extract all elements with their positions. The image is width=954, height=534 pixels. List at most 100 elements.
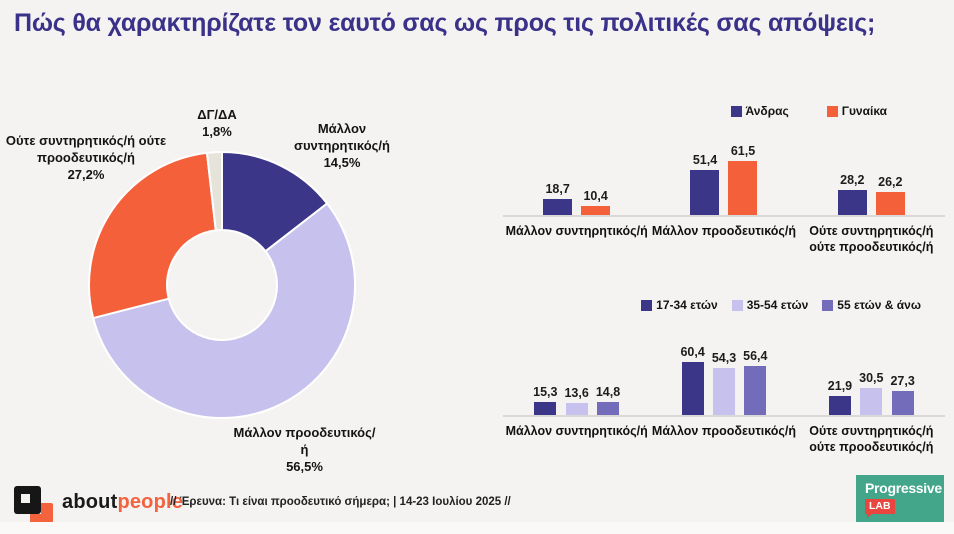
bar-item: 28,2 [837,173,867,215]
legend-swatch-icon [730,105,742,117]
bar-value-label: 15,3 [533,385,558,399]
legend-item: 55 ετών & άνω [822,298,921,312]
bar-value-label: 51,4 [692,153,718,167]
donut-label-value: 27,2% [67,166,105,182]
bar-item: 21,9 [828,379,852,415]
aboutpeople-logo-icon [14,486,58,530]
bar [712,368,735,415]
bar-item: 30,5 [859,371,883,415]
legend-swatch-icon [731,299,743,311]
donut-label-text: ΔΓ/ΔΑ [197,107,237,122]
bar [875,192,905,215]
bar [543,199,573,215]
bar-group: 15,3 13,6 14,8 [533,385,620,415]
legend-item: Άνδρας [730,104,789,118]
bar-value-label: 27,3 [890,374,915,388]
bar-item: 14,8 [596,385,620,415]
bar-item: 27,3 [890,374,915,415]
category-label: Μάλλον προοδευτικός/ή [651,424,797,438]
brand-part-orange: people [117,491,184,513]
bar-item: 61,5 [728,144,758,215]
category-label: Μάλλον συντηρητικός/ή [505,224,648,238]
bar [597,402,619,415]
bar-value-label: 21,9 [827,379,853,393]
bar-item: 60,4 [680,345,705,415]
progressive-lab-wordmark: Progressive [865,480,942,496]
brand-part-black: about [62,491,118,513]
legend-label: 55 ετών & άνω [837,298,921,312]
bar-value-label: 28,2 [840,173,865,187]
bar-item: 54,3 [712,351,736,415]
lab-badge: LAB [865,499,895,519]
legend-item: 35-54 ετών [731,298,809,312]
bar [744,366,767,415]
donut-chart [88,151,356,419]
bar [690,170,720,215]
plot-area: 18,7 10,4 51,4 61,5 28,2 26,2 [503,133,945,217]
bar-value-label: 60,4 [680,345,705,359]
bar-group: 21,9 30,5 27,3 [828,371,915,415]
donut-label-dgda: ΔΓ/ΔΑ 1,8% [167,107,267,141]
bar-value-label: 10,4 [583,189,608,203]
legend-gender: Άνδρας Γυναίκα [503,103,945,119]
donut-label-text: Μάλλον προοδευτικός/ή [233,425,376,457]
legend-item: 17-34 ετών [641,298,718,312]
legend-label: Άνδρας [745,104,789,118]
bar [728,161,758,215]
speech-bubble-black-icon [14,486,41,514]
bar [860,388,883,415]
bar-item: 15,3 [533,385,557,415]
legend-age: 17-34 ετών 35-54 ετών 55 ετών & άνω [503,297,945,313]
category-axis: Μάλλον συντηρητικός/ή Μάλλον προοδευτικός… [503,217,945,256]
legend-swatch-icon [641,299,653,311]
donut-segment-2 [88,151,217,320]
bar [681,362,704,415]
legend-item: Γυναίκα [826,104,887,118]
bar [565,403,588,415]
bar-value-label: 56,4 [743,349,768,363]
bar-item: 51,4 [690,153,720,215]
bar-value-label: 13,6 [564,386,589,400]
bar [581,206,611,215]
bar-value-label: 26,2 [878,175,903,189]
bar-group: 51,4 61,5 [690,144,758,215]
slide-bottom-edge [0,522,954,534]
bar-value-label: 61,5 [730,144,756,158]
bar-group: 28,2 26,2 [837,173,905,215]
donut-label-text: Μάλλον συντηρητικός/ή [294,121,390,153]
bar-value-label: 30,5 [859,371,884,385]
legend-label: Γυναίκα [841,104,887,118]
donut-segment-1 [92,202,356,419]
bar-group: 60,4 54,3 56,4 [680,345,768,415]
legend-label: 17-34 ετών [656,298,718,312]
donut-segment-3 [205,151,223,232]
bar-item: 13,6 [564,386,589,415]
bar-item: 18,7 [543,182,573,215]
category-label: Μάλλον προοδευτικός/ή [651,224,797,238]
bar [891,391,914,415]
legend-swatch-icon [826,105,838,117]
bar-chart-by-age: 17-34 ετών 35-54 ετών 55 ετών & άνω 15,3 13… [503,297,945,456]
bar-item: 56,4 [743,349,768,415]
category-label: Ούτε συντηρητικός/ή ούτε προοδευτικός/ή [809,224,934,255]
donut-label-value: 14,5% [323,154,361,170]
bar [828,396,851,415]
donut-label-neither: Ούτε συντηρητικός/ή ούτε προοδευτικός/ή … [3,133,169,184]
category-axis: Μάλλον συντηρητικός/ή Μάλλον προοδευτικός… [503,417,945,456]
category-label: Ούτε συντηρητικός/ή ούτε προοδευτικός/ή [809,424,934,455]
donut-label-text: Ούτε συντηρητικός/ή ούτε προοδευτικός/ή [5,133,167,165]
category-label: Μάλλον συντηρητικός/ή [505,424,648,438]
donut-label-progressive: Μάλλον προοδευτικός/ή 56,5% [232,425,377,476]
bar-group: 18,7 10,4 [543,182,611,215]
legend-label: 35-54 ετών [746,298,809,312]
donut-label-value: 56,5% [286,458,323,474]
donut-label-value: 1,8% [202,123,232,139]
bar-value-label: 14,8 [595,385,621,399]
bar-value-label: 18,7 [545,182,570,196]
survey-note: // Έρευνα: Τι είναι προοδευτικό σήμερα; … [170,496,511,508]
bar-value-label: 54,3 [711,351,737,365]
bar [534,402,557,415]
plot-area: 15,3 13,6 14,8 60,4 54,3 56,4 21,9 30,5 27,3 [503,329,945,417]
progressive-lab-logo: Progressive LAB [856,475,944,522]
